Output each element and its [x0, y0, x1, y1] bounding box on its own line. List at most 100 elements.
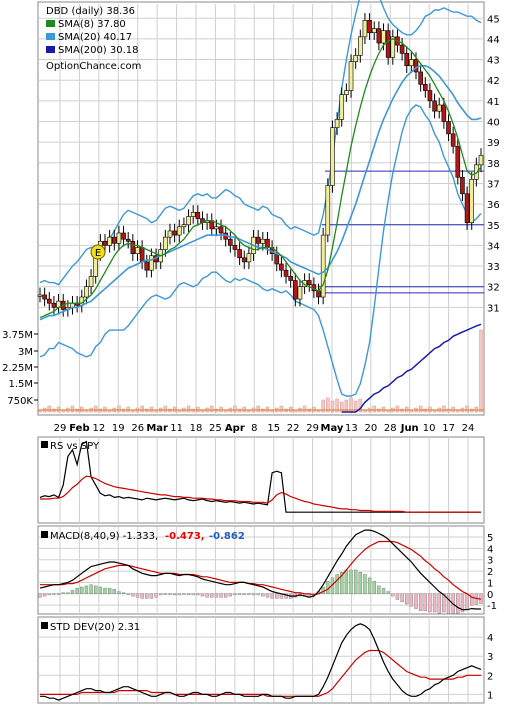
macd-histogram-bar [275, 593, 279, 599]
volume-bar [279, 405, 284, 413]
sma200-line [341, 323, 482, 413]
macd-histogram-bar [149, 593, 154, 599]
volume-bar [442, 405, 446, 413]
candle-body [241, 257, 247, 263]
candle-body [279, 263, 284, 271]
stddev-y-tick-label: 1 [487, 690, 493, 701]
x-tick-label: 20 [364, 423, 377, 434]
y-tick-label: 34 [487, 241, 500, 252]
candle-body [121, 232, 126, 240]
macd-histogram-bar [182, 593, 186, 595]
macd-y-tick-label: 5 [487, 533, 493, 544]
macd-histogram-bar [265, 593, 270, 598]
x-tick-label: 25 [209, 423, 222, 434]
candle-body [149, 255, 154, 271]
macd-histogram-bar [344, 569, 349, 595]
sma20-line [39, 65, 482, 321]
candle-body [172, 230, 177, 236]
x-tick-label: Jun [400, 423, 419, 434]
macd-histogram-bar [177, 593, 181, 596]
macd-histogram-bar [47, 593, 51, 596]
macd-signal-value: -0.473, [165, 531, 205, 542]
candle-body [181, 224, 187, 228]
x-tick-label: 13 [345, 423, 358, 434]
macd-histogram-bar [172, 593, 177, 596]
y-tick-label: 42 [487, 76, 500, 87]
macd-title: MACD(8,40,9) -1.333, [50, 531, 158, 542]
candle-body [107, 236, 112, 246]
macd-y-tick-label: 1 [487, 578, 493, 589]
y-tick-label: 45 [487, 14, 500, 25]
volume-tick-label: 3.75M [2, 330, 33, 341]
macd-signal-line [40, 540, 482, 600]
macd-histogram-bar [80, 586, 84, 595]
candle-body [111, 236, 117, 244]
macd-histogram-bar [233, 593, 237, 596]
candle-body [274, 253, 280, 265]
macd-line [39, 529, 481, 611]
macd-histogram-bar [367, 577, 372, 595]
volume-bar [210, 405, 214, 413]
macd-histogram-bar [446, 593, 451, 614]
candle-body [37, 294, 43, 297]
candle-body [265, 238, 270, 248]
macd-histogram-bar [210, 593, 214, 598]
macd-histogram-bar [38, 593, 42, 598]
macd-histogram-bar [112, 589, 116, 595]
x-tick-label: May [321, 423, 344, 434]
volume-bar [326, 397, 330, 413]
macd-histogram-bar [75, 587, 79, 595]
macd-histogram-bar [242, 593, 246, 595]
macd-histogram-bar [186, 593, 191, 595]
macd-histogram-bar [414, 593, 418, 609]
candle-body [446, 121, 451, 135]
macd-histogram-bar [349, 569, 353, 595]
x-tick-label: 12 [92, 423, 105, 434]
candle-body [422, 84, 428, 91]
macd-histogram-bar [121, 592, 126, 595]
candle-body [46, 298, 52, 304]
stddev-average-line [40, 649, 481, 697]
candle-body [334, 119, 340, 129]
rs-legend: RS vs SPY [41, 441, 100, 452]
volume-bar [465, 405, 469, 413]
macd-y-tick-label: 4 [487, 544, 493, 555]
candle-body [432, 100, 437, 112]
candle-body [358, 36, 363, 56]
macd-y-tick-label: 2 [487, 567, 493, 578]
volume-bar [233, 405, 237, 413]
volume-bar [395, 405, 400, 413]
macd-y-tick-label: -1 [487, 601, 497, 612]
macd-histogram-bar [154, 593, 158, 598]
candle-body [339, 94, 345, 120]
macd-histogram-bar [196, 593, 200, 596]
rs-swatch [41, 441, 48, 448]
macd-histogram-bar [391, 593, 395, 597]
candle-body [399, 44, 405, 54]
macd-histogram-bar [168, 593, 172, 595]
macd-histogram-bar [456, 593, 460, 614]
candle-body [441, 104, 447, 122]
x-tick-label: 28 [384, 423, 397, 434]
macd-histogram-bar [223, 593, 228, 598]
candle-body [316, 290, 321, 298]
macd-histogram-bar [358, 572, 363, 595]
candle-body [409, 59, 414, 67]
macd-histogram-bar [205, 593, 209, 598]
candle-body [418, 71, 423, 85]
candle-body [436, 104, 442, 112]
candle-body [404, 53, 410, 67]
volume-bar [479, 329, 483, 413]
candle-body [135, 247, 140, 254]
candle-body [320, 234, 326, 298]
stddev-y-tick-label: 4 [487, 633, 493, 644]
macd-histogram-bar [418, 593, 423, 612]
macd-histogram-bar [284, 593, 288, 599]
volume-bar [330, 400, 335, 413]
candle-body [390, 36, 396, 58]
candle-body [88, 276, 94, 288]
macd-histogram-bar [158, 593, 163, 596]
macd-y-tick-label: 3 [487, 556, 493, 567]
chart-marks [37, 0, 484, 701]
legend-label-sma20: SMA(20) 40.17 [58, 32, 132, 43]
